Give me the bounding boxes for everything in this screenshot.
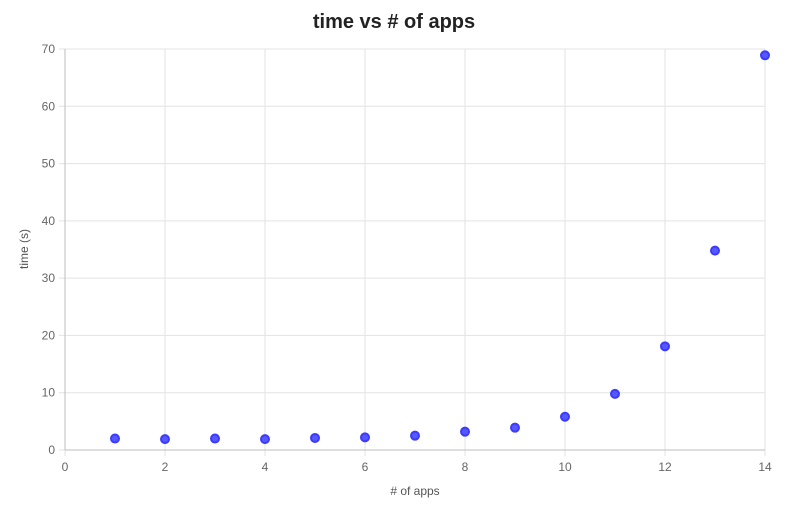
- y-tick-label: 30: [42, 271, 56, 285]
- data-point: [510, 422, 520, 433]
- x-tick-label: 14: [758, 460, 772, 474]
- x-tick-label: 8: [462, 460, 469, 474]
- x-axis-label: # of apps: [390, 484, 439, 498]
- x-tick-label: 12: [658, 460, 672, 474]
- x-tick-label: 6: [362, 460, 369, 474]
- y-tick-label: 20: [42, 328, 56, 342]
- data-point: [710, 245, 720, 256]
- y-tick-label: 40: [42, 214, 56, 228]
- data-point: [560, 411, 570, 422]
- x-tick-label: 2: [162, 460, 169, 474]
- data-point: [760, 50, 770, 61]
- y-tick-label: 60: [42, 99, 56, 113]
- y-tick-labels: 0 10 20 30 40 50 60 70: [42, 42, 56, 457]
- data-point: [210, 433, 220, 444]
- y-tick-label: 0: [48, 443, 55, 457]
- data-point: [110, 433, 120, 444]
- data-point: [160, 434, 170, 445]
- y-tick-label: 70: [42, 42, 56, 56]
- y-tick-label: 10: [42, 386, 56, 400]
- x-tick-label: 4: [262, 460, 269, 474]
- x-tick-labels: 0 2 4 6 8 10 12 14: [62, 460, 772, 474]
- data-point: [460, 426, 470, 437]
- grid-lines: [59, 48, 766, 456]
- chart-title: time vs # of apps: [313, 11, 475, 33]
- data-point: [260, 434, 270, 445]
- data-points: [110, 50, 770, 445]
- x-tick-label: 10: [558, 460, 572, 474]
- y-axis-label: time (s): [17, 229, 31, 269]
- data-point: [410, 430, 420, 441]
- data-point: [360, 432, 370, 443]
- data-point: [310, 432, 320, 443]
- x-tick-label: 0: [62, 460, 69, 474]
- y-tick-label: 50: [42, 157, 56, 171]
- data-point: [610, 388, 620, 399]
- axes: [64, 49, 765, 451]
- data-point: [660, 341, 670, 352]
